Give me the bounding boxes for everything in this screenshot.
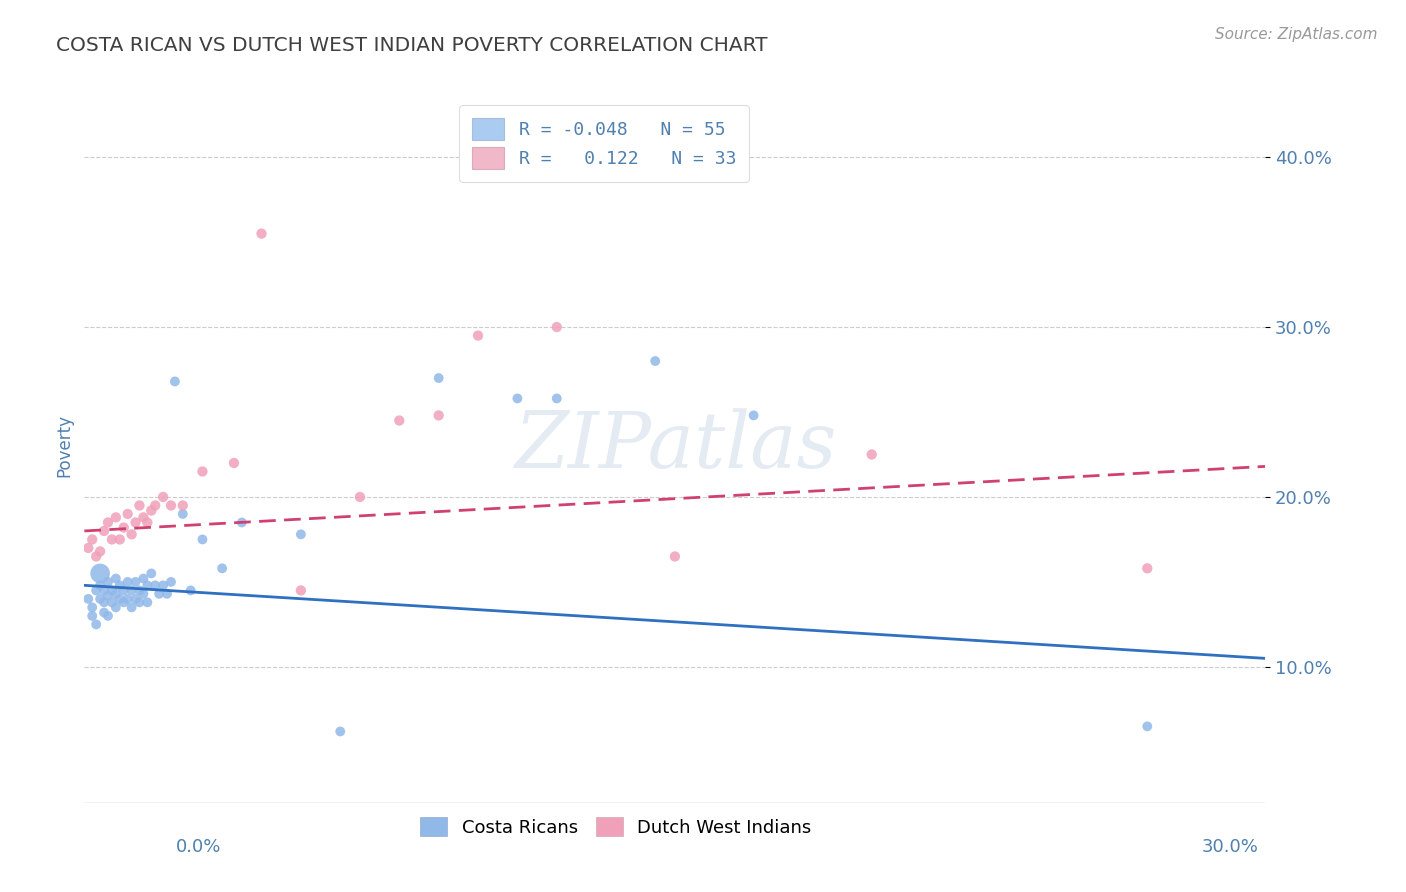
Point [93, 595, 115, 609]
Point [101, 533, 124, 547]
Point [112, 595, 135, 609]
Point [1136, 561, 1159, 575]
Point [108, 591, 131, 606]
Point [82, 608, 104, 623]
Point [742, 409, 765, 423]
Point [128, 595, 150, 609]
Point [112, 520, 135, 534]
Point [136, 595, 159, 609]
Point [77, 541, 100, 555]
Point [152, 490, 174, 504]
Point [101, 595, 124, 609]
Point [163, 375, 186, 389]
Point [152, 578, 174, 592]
Text: 30.0%: 30.0% [1202, 838, 1258, 856]
Point [97, 608, 120, 623]
Point [290, 527, 312, 541]
Text: COSTA RICAN VS DUTCH WEST INDIAN POVERTY CORRELATION CHART: COSTA RICAN VS DUTCH WEST INDIAN POVERTY… [56, 36, 768, 54]
Point [89, 566, 111, 581]
Point [860, 448, 883, 462]
Point [117, 507, 139, 521]
Point [93, 606, 115, 620]
Point [143, 499, 166, 513]
Point [89, 591, 111, 606]
Point [427, 371, 450, 385]
Point [112, 583, 135, 598]
Point [132, 572, 155, 586]
Point [506, 392, 529, 406]
Point [104, 587, 127, 601]
Point [136, 578, 159, 592]
Point [136, 516, 159, 530]
Point [121, 600, 143, 615]
Point [172, 507, 194, 521]
Point [89, 578, 111, 592]
Point [104, 510, 127, 524]
Point [101, 583, 124, 598]
Point [644, 354, 666, 368]
Point [124, 591, 146, 606]
Point [180, 583, 202, 598]
Point [128, 583, 150, 598]
Point [89, 544, 111, 558]
Legend: Costa Ricans, Dutch West Indians: Costa Ricans, Dutch West Indians [413, 810, 818, 844]
Point [467, 328, 489, 343]
Point [97, 516, 120, 530]
Point [1136, 719, 1159, 733]
Point [84, 617, 107, 632]
Point [117, 574, 139, 589]
Point [290, 583, 312, 598]
Point [349, 490, 371, 504]
Point [211, 561, 233, 575]
Point [160, 499, 183, 513]
Point [546, 392, 568, 406]
Point [132, 510, 155, 524]
Point [82, 600, 104, 615]
Point [104, 572, 127, 586]
Point [121, 527, 143, 541]
Point [97, 589, 120, 603]
Point [329, 724, 352, 739]
Point [121, 583, 143, 598]
Point [124, 574, 146, 589]
Point [104, 600, 127, 615]
Y-axis label: Poverty: Poverty [55, 415, 73, 477]
Point [77, 591, 100, 606]
Point [93, 524, 115, 538]
Point [108, 578, 131, 592]
Point [160, 574, 183, 589]
Point [156, 587, 179, 601]
Point [191, 465, 214, 479]
Point [141, 566, 163, 581]
Text: ZIPatlas: ZIPatlas [513, 408, 837, 484]
Point [128, 499, 150, 513]
Point [231, 516, 253, 530]
Point [93, 583, 115, 598]
Point [132, 587, 155, 601]
Point [250, 227, 273, 241]
Text: 0.0%: 0.0% [176, 838, 221, 856]
Point [124, 516, 146, 530]
Point [117, 591, 139, 606]
Point [97, 574, 120, 589]
Point [82, 533, 104, 547]
Text: Source: ZipAtlas.com: Source: ZipAtlas.com [1215, 27, 1378, 42]
Point [172, 499, 194, 513]
Point [84, 549, 107, 564]
Point [427, 409, 450, 423]
Point [141, 503, 163, 517]
Point [222, 456, 245, 470]
Point [143, 578, 166, 592]
Point [84, 583, 107, 598]
Point [108, 533, 131, 547]
Point [191, 533, 214, 547]
Point [388, 413, 411, 427]
Point [664, 549, 686, 564]
Point [148, 587, 170, 601]
Point [546, 320, 568, 334]
